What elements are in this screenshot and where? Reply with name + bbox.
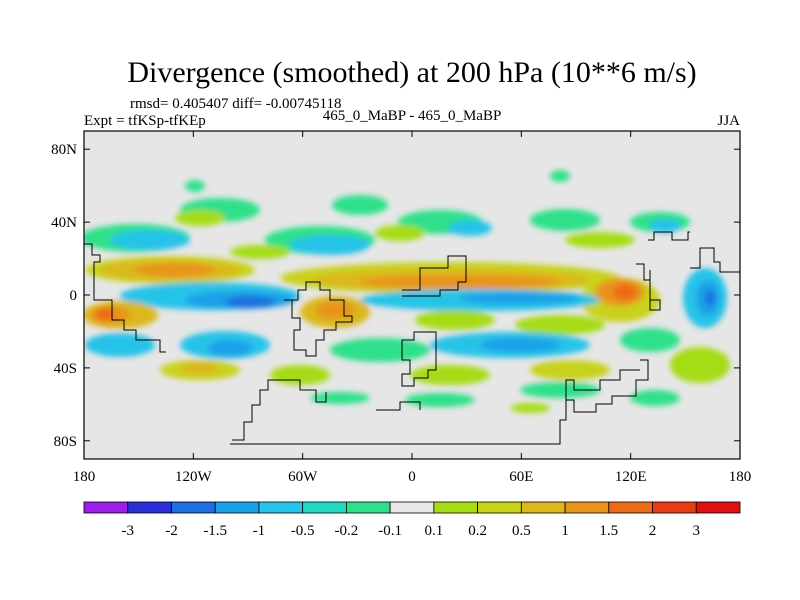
axes: 180 120W 60W 0 60E 120E 180 80N 40N 0 40S 80S xyxy=(51,131,751,485)
colorbar-swatch xyxy=(302,501,347,514)
x-tick-label: 120E xyxy=(615,469,647,485)
y-tick-label: 80N xyxy=(51,142,77,158)
experiment-label: Expt = tfKSp-tfKEp xyxy=(84,113,206,129)
continent-outlines xyxy=(84,231,740,445)
colorbar-label: 1 xyxy=(561,523,569,539)
colorbar-label: -0.5 xyxy=(291,523,315,539)
stats-line: rmsd= 0.405407 diff= -0.00745118 xyxy=(130,96,342,112)
colorbar-swatch xyxy=(477,501,522,514)
y-tick-label: 0 xyxy=(70,288,78,304)
colorbar-label: 1.5 xyxy=(599,523,618,539)
colorbar-label: 2 xyxy=(649,523,657,539)
season-label: JJA xyxy=(717,113,740,129)
colorbar-swatch xyxy=(127,501,172,514)
colorbar-swatch xyxy=(83,501,129,514)
x-tick-label: 60E xyxy=(509,469,533,485)
colorbar-swatch xyxy=(564,501,610,514)
y-tick-label: 80S xyxy=(54,434,77,450)
case-label: 465_0_MaBP - 465_0_MaBP xyxy=(323,108,502,124)
colorbar-label: -0.1 xyxy=(378,523,402,539)
colorbar-swatch xyxy=(652,501,697,514)
colorbar-swatch xyxy=(433,501,479,514)
colorbar-label: -2 xyxy=(165,523,178,539)
colorbar: -3 -2 -1.5 -1 -0.5 -0.2 -0.1 0.1 0.2 0.5 1 1.5 2 3 xyxy=(83,501,741,539)
colorbar-label: 3 xyxy=(693,523,701,539)
colorbar-label: -0.2 xyxy=(335,523,359,539)
colorbar-label: 0.5 xyxy=(512,523,531,539)
x-tick-label: 180 xyxy=(729,469,752,485)
colorbar-swatch xyxy=(214,501,260,514)
x-tick-label: 0 xyxy=(408,469,416,485)
colorbar-label: -1 xyxy=(253,523,266,539)
colorbar-swatch xyxy=(389,501,435,514)
x-tick-label: 120W xyxy=(175,469,213,485)
y-tick-label: 40N xyxy=(51,215,77,231)
y-tick-label: 40S xyxy=(54,361,77,377)
colorbar-swatch xyxy=(520,501,566,514)
colorbar-label: -3 xyxy=(121,523,134,539)
colorbar-swatch xyxy=(345,501,391,514)
colorbar-swatch xyxy=(171,501,216,514)
colorbar-swatch xyxy=(258,501,304,514)
colorbar-swatch xyxy=(695,501,741,514)
colorbar-label: 0.1 xyxy=(424,523,443,539)
x-tick-label: 60W xyxy=(288,469,318,485)
x-tick-label: 180 xyxy=(73,469,96,485)
chart-title: Divergence (smoothed) at 200 hPa (10**6 … xyxy=(127,56,696,89)
colorbar-swatch xyxy=(608,501,653,514)
colorbar-label: 0.2 xyxy=(468,523,487,539)
colorbar-label: -1.5 xyxy=(203,523,227,539)
divergence-field xyxy=(84,170,730,413)
